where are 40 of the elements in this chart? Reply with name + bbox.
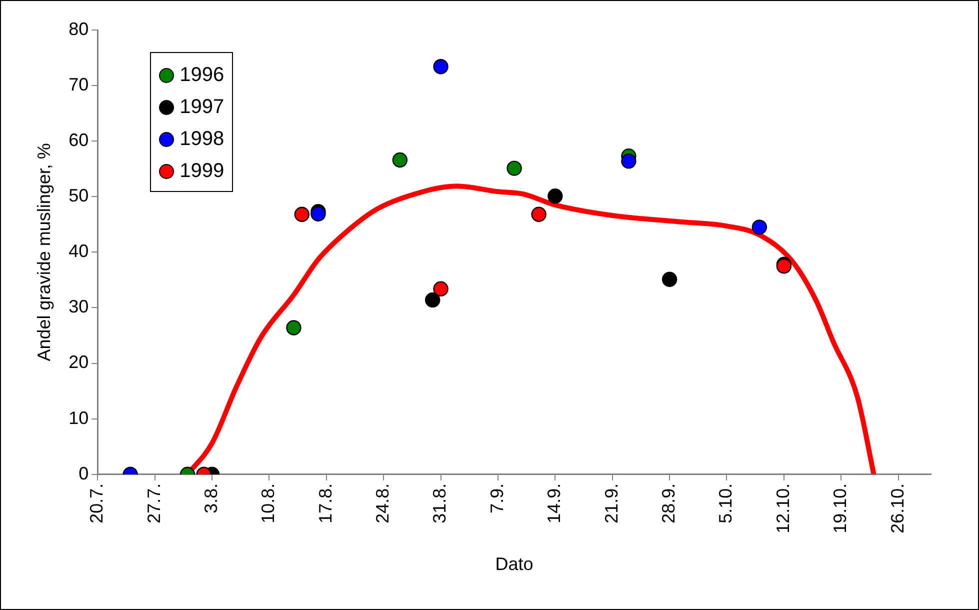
legend-label: 1999: [180, 160, 224, 182]
x-tick-label: 3.8.: [200, 483, 221, 514]
point: [294, 206, 310, 222]
x-tick-label: 5.10.: [716, 483, 736, 524]
x-tick-label: 10.8.: [258, 483, 278, 524]
x-tick-label: 17.8.: [315, 483, 336, 524]
point: [531, 206, 546, 222]
point: [506, 160, 522, 176]
point: [433, 281, 448, 296]
point: [662, 272, 678, 287]
y-axis-title: Andel gravide muslinger, %: [34, 143, 54, 362]
x-tick-label: 7.9.: [486, 483, 507, 514]
point: [752, 220, 768, 235]
x-tick-label: 12.10.: [772, 483, 793, 534]
x-tick-label: 27.7.: [144, 483, 164, 524]
x-tick-label: 26.10.: [887, 483, 908, 534]
x-tick-label: 20.7.: [86, 483, 107, 524]
point: [548, 188, 563, 204]
x-tick-label: 14.9.: [544, 483, 564, 524]
x-tick-label: 28.9.: [658, 483, 679, 524]
y-tick-label: 0: [78, 463, 89, 484]
point: [621, 153, 636, 169]
y-tick-label: 30: [68, 296, 89, 317]
y-tick-label: 80: [68, 18, 89, 39]
y-tick-label: 10: [68, 408, 89, 428]
point: [425, 292, 440, 308]
x-tick-label: 31.8.: [430, 483, 450, 524]
x-tick-label: 21.9.: [601, 483, 622, 524]
legend-label: 1996: [180, 64, 224, 86]
y-tick-label: 70: [68, 74, 89, 95]
y-tick-label: 40: [68, 241, 89, 262]
x-axis-title: Dato: [495, 554, 534, 574]
y-tick-label: 50: [68, 186, 89, 206]
point: [392, 152, 408, 168]
legend-label: 1998: [180, 128, 224, 150]
x-tick-label: 24.8.: [372, 483, 393, 524]
y-tick-label: 20: [68, 352, 89, 372]
x-tick-label: 19.10.: [830, 483, 850, 534]
legend-label: 1997: [180, 96, 224, 118]
y-tick-label: 60: [68, 130, 89, 150]
